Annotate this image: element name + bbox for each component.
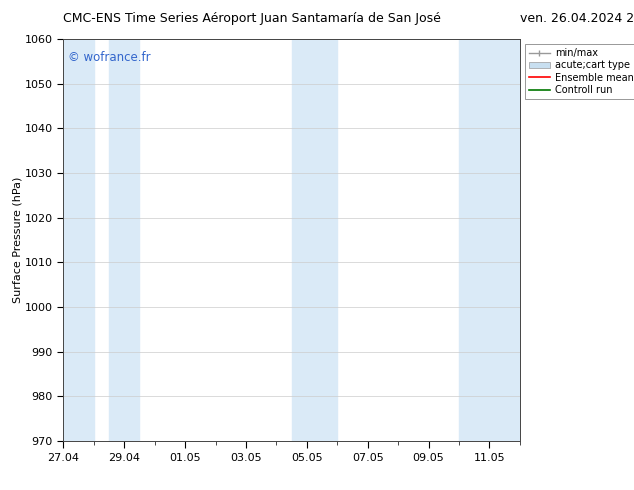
Bar [292,39,337,441]
Legend: min/max, acute;cart type, Ensemble mean run, Controll run: min/max, acute;cart type, Ensemble mean … [525,44,634,99]
Bar [63,39,94,441]
Text: ven. 26.04.2024 21 UTC: ven. 26.04.2024 21 UTC [520,12,634,25]
Text: CMC-ENS Time Series Aéroport Juan Santamaría de San José: CMC-ENS Time Series Aéroport Juan Santam… [63,12,441,25]
Bar [459,39,520,441]
Y-axis label: Surface Pressure (hPa): Surface Pressure (hPa) [12,177,22,303]
Bar [109,39,139,441]
Text: © wofrance.fr: © wofrance.fr [68,51,151,64]
